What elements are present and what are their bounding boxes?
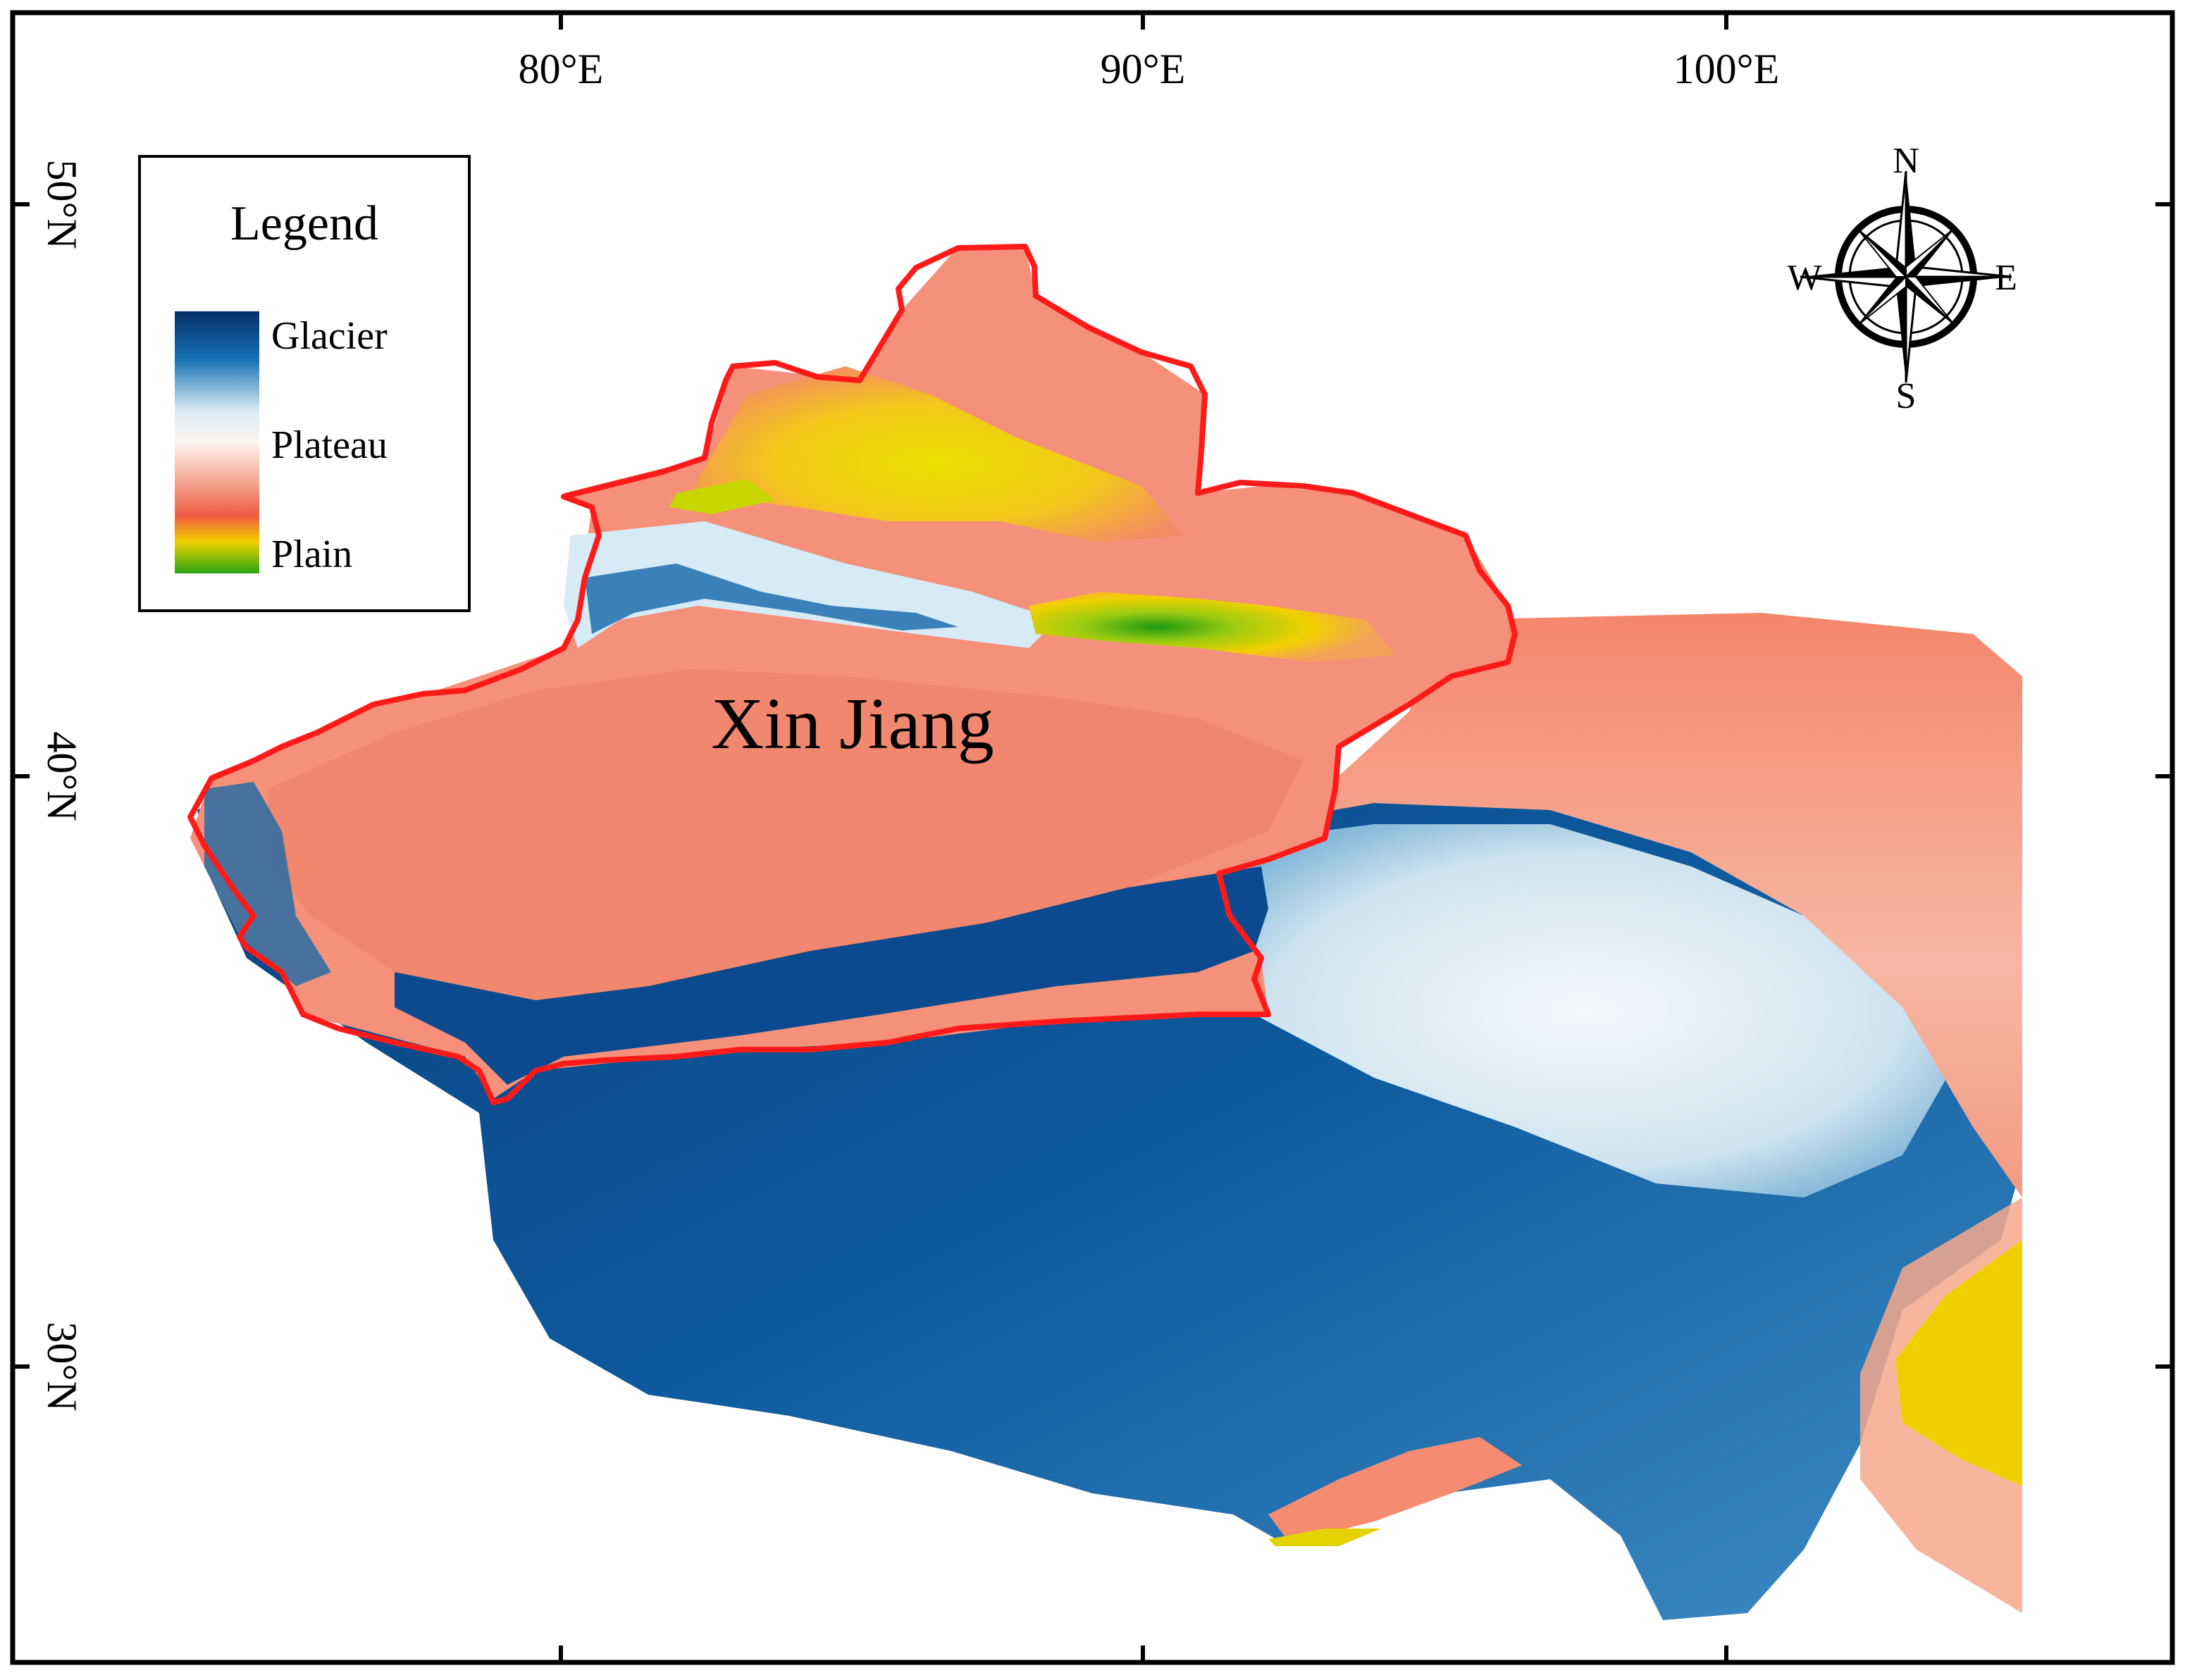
lon-label-100: 100°E [1673,46,1780,92]
eastern-lowland-area [1254,613,2022,1197]
himalaya-foothills-area [1268,1437,1522,1543]
compass-north-label: N [1893,141,1919,181]
lon-label-80: 80°E [519,46,604,92]
turpan-basin-area [1029,592,1395,662]
kunlun-range-area [395,866,1268,1085]
sichuan-basin-edge [1860,1197,2022,1613]
compass-south-label: S [1896,376,1917,416]
compass-east-label: E [1995,258,2017,298]
tianshan-range-area [564,521,1057,648]
legend-item-plain: Plain [271,533,352,576]
qaidam-basin-area [1212,824,1959,1197]
legend-title: Legend [230,197,378,251]
ili-plain-area [669,479,775,514]
dzungaria-basin-area [691,366,1184,542]
map-frame [10,10,2175,1665]
compass-star [1800,170,2012,383]
pamir-range-area [204,782,331,986]
sichuan-basin-area [1895,1240,2022,1486]
legend: Legend Glacier Plateau Plain [138,155,471,612]
tarim-basin-area [268,669,1304,1000]
legend-item-glacier: Glacier [271,314,388,358]
lat-label-50: 50°N [39,159,85,249]
compass-rose: N S E W [1787,141,2017,416]
tianshan-snow-area [585,564,958,634]
graticule-ticks [13,13,2172,1662]
region-label: Xin Jiang [711,683,994,764]
compass-west-label: W [1787,258,1821,298]
legend-color-ramp [175,311,259,573]
legend-item-plateau: Plateau [271,423,388,467]
assam-plain-area [1268,1529,1381,1546]
terrain-layer [190,247,2022,1620]
xinjiang-boundary [187,244,1518,1105]
lat-label-40: 40°N [39,731,85,821]
lat-label-30: 30°N [39,1321,85,1411]
lon-label-90: 90°E [1101,46,1186,92]
